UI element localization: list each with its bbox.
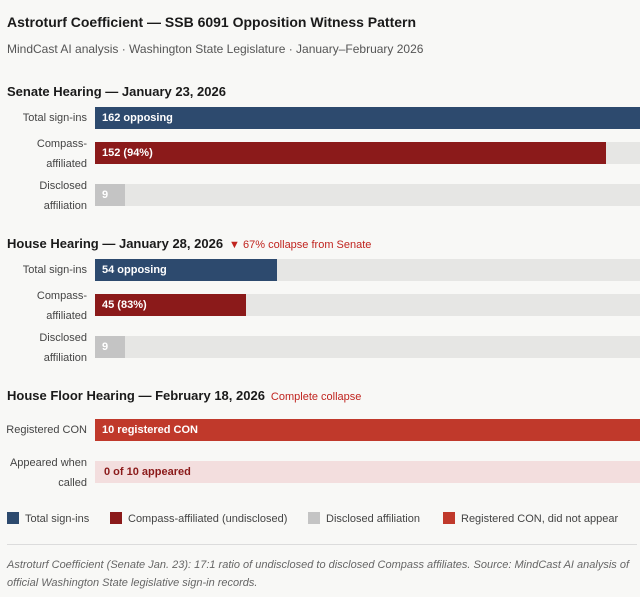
- bar-value-label: 9: [102, 341, 109, 353]
- legend-item: Total sign-ins: [7, 512, 89, 526]
- bar-value-label: 162 opposing: [102, 112, 173, 124]
- bar-track: 9: [95, 184, 640, 206]
- section-heading: House Hearing — January 28, 2026 ▼ 67% co…: [7, 236, 371, 251]
- row-label: Compass-affiliated: [36, 138, 87, 170]
- bar-value-label: 0 of 10 appeared: [104, 466, 191, 478]
- section-note: ▼ 67% collapse from Senate: [229, 239, 372, 251]
- bar-track: 152 (94%): [95, 142, 640, 164]
- section-heading-text: House Hearing — January 28, 2026: [7, 236, 224, 251]
- row-label: Disclosed affiliation: [39, 180, 87, 212]
- row-label: Appeared when called: [9, 457, 87, 489]
- bar-compass: [95, 142, 606, 164]
- legend-label: Registered CON, did not appear: [461, 513, 619, 525]
- bar-value-label: 54 opposing: [102, 264, 167, 276]
- legend-label: Compass-affiliated (undisclosed): [128, 513, 288, 525]
- bar-value-label: 152 (94%): [102, 147, 153, 159]
- legend-swatch: [110, 512, 122, 524]
- row-label: Disclosed affiliation: [39, 332, 87, 364]
- footnote: Astroturf Coefficient (Senate Jan. 23): …: [7, 559, 630, 589]
- row-label: Registered CON: [6, 424, 87, 436]
- section-heading-text: House Floor Hearing — February 18, 2026: [7, 388, 265, 403]
- chart-subtitle: MindCast AI analysis · Washington State …: [7, 42, 424, 56]
- bar-track: 54 opposing: [95, 259, 640, 281]
- row-label: Total sign-ins: [22, 264, 87, 276]
- section-heading: House Floor Hearing — February 18, 2026 C…: [7, 388, 361, 403]
- section-heading-text: Senate Hearing — January 23, 2026: [7, 84, 226, 99]
- bar-total: [95, 259, 277, 281]
- bar-track: 162 opposing: [95, 107, 640, 129]
- bar-value-label: 9: [102, 189, 109, 201]
- bar-track: 45 (83%): [95, 294, 640, 316]
- bar-track: 0 of 10 appeared: [95, 461, 640, 483]
- legend-label: Total sign-ins: [25, 513, 90, 525]
- legend-swatch: [443, 512, 455, 524]
- chart-title: Astroturf Coefficient — SSB 6091 Opposit…: [7, 14, 417, 30]
- row-label: Total sign-ins: [22, 112, 87, 124]
- legend-item: Compass-affiliated (undisclosed): [110, 512, 287, 526]
- bar-registered: [95, 419, 640, 441]
- bar-total: [95, 107, 640, 129]
- section-note: Complete collapse: [270, 391, 362, 403]
- bar-value-label: 10 registered CON: [102, 424, 198, 436]
- bar-track: 9: [95, 336, 640, 358]
- section-heading: Senate Hearing — January 23, 2026: [7, 84, 226, 99]
- legend-label: Disclosed affiliation: [326, 513, 420, 525]
- legend-item: Disclosed affiliation: [308, 512, 420, 526]
- legend-swatch: [7, 512, 19, 524]
- bar-disclosed: [95, 336, 125, 358]
- legend-swatch: [308, 512, 320, 524]
- row-label: Compass-affiliated: [36, 290, 87, 322]
- divider: [7, 544, 637, 545]
- bar-disclosed: [95, 184, 125, 206]
- legend-item: Registered CON, did not appear: [443, 512, 618, 526]
- bar-track: 10 registered CON: [95, 419, 640, 441]
- bar-compass: [95, 294, 246, 316]
- bar-value-label: 45 (83%): [102, 299, 147, 311]
